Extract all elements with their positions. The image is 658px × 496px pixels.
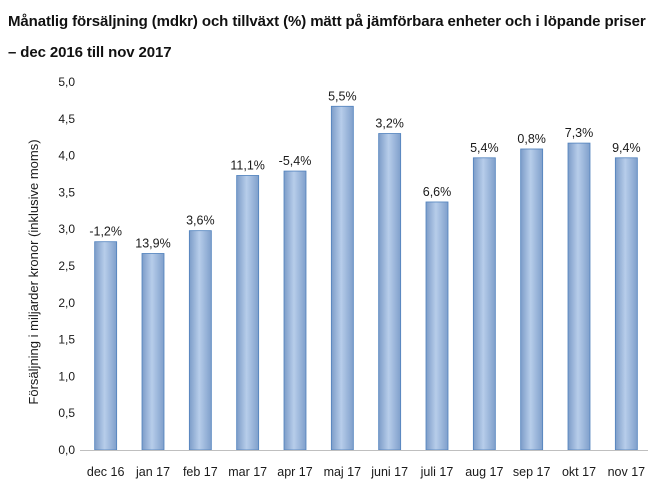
- x-tick-label: okt 17: [562, 465, 596, 479]
- data-label: 7,3%: [565, 126, 594, 140]
- chart-title-line1: Månatlig försäljning (mdkr) och tillväxt…: [8, 13, 646, 30]
- bar-juni-17: [378, 133, 402, 451]
- x-tick-label: maj 17: [324, 465, 362, 479]
- y-axis-tick-labels: 0,0 0,5 1,0 1,5 2,0 2,5 3,0 3,5 4,0 4,5 5,0: [58, 75, 75, 457]
- y-tick-label: 0,5: [58, 406, 75, 420]
- x-tick-label: jan 17: [135, 465, 170, 479]
- bar-juli-17: [425, 201, 449, 451]
- bar-apr-17: [283, 170, 307, 451]
- x-tick-label: nov 17: [608, 465, 646, 479]
- data-label: 5,4%: [470, 141, 499, 155]
- y-axis-label: Försäljning i miljarder kronor (inklusiv…: [26, 139, 41, 404]
- x-tick-label: juni 17: [370, 465, 408, 479]
- data-label: -1,2%: [89, 225, 122, 239]
- data-label: 13,9%: [135, 236, 170, 250]
- data-label: 5,5%: [328, 89, 357, 103]
- y-tick-label: 0,0: [58, 443, 75, 457]
- bar-feb-17: [188, 230, 212, 451]
- bar-dec-16: [94, 241, 118, 451]
- y-tick-label: 1,0: [58, 369, 75, 383]
- bar-mar-17: [236, 175, 260, 451]
- bars: [94, 105, 638, 451]
- x-tick-label: sep 17: [513, 465, 551, 479]
- bar-maj-17: [330, 105, 354, 451]
- chart-title-line2: – dec 2016 till nov 2017: [8, 44, 172, 61]
- y-tick-label: 3,0: [58, 222, 75, 236]
- data-labels: -1,2% 13,9% 3,6% 11,1% -5,4% 5,5% 3,2% 6,6% 5,4%…: [89, 89, 640, 250]
- x-tick-label: feb 17: [183, 465, 218, 479]
- y-tick-label: 3,5: [58, 185, 75, 199]
- x-tick-label: mar 17: [228, 465, 267, 479]
- y-tick-label: 1,5: [58, 333, 75, 347]
- y-tick-label: 2,5: [58, 259, 75, 273]
- data-label: 9,4%: [612, 141, 641, 155]
- bar-nov-17: [614, 157, 638, 451]
- x-tick-label: apr 17: [277, 465, 312, 479]
- bar-okt-17: [567, 142, 591, 451]
- data-label: 3,6%: [186, 214, 215, 228]
- x-axis-tick-labels: dec 16 jan 17 feb 17 mar 17 apr 17 maj 17 juni…: [87, 465, 645, 479]
- x-tick-label: dec 16: [87, 465, 125, 479]
- data-label: 3,2%: [375, 117, 404, 131]
- bar-sep-17: [520, 148, 544, 451]
- y-tick-label: 4,0: [58, 149, 75, 163]
- x-tick-label: aug 17: [465, 465, 503, 479]
- data-label: -5,4%: [279, 154, 312, 168]
- data-label: 6,6%: [423, 185, 452, 199]
- y-tick-label: 5,0: [58, 75, 75, 89]
- data-label: 0,8%: [517, 132, 546, 146]
- bar-jan-17: [141, 253, 165, 451]
- chart-title: Månatlig försäljning (mdkr) och tillväxt…: [8, 6, 653, 68]
- data-label: 11,1%: [230, 158, 265, 172]
- y-tick-label: 2,0: [58, 296, 75, 310]
- y-tick-label: 4,5: [58, 112, 75, 126]
- bar-aug-17: [472, 157, 496, 451]
- x-tick-label: juli 17: [420, 465, 454, 479]
